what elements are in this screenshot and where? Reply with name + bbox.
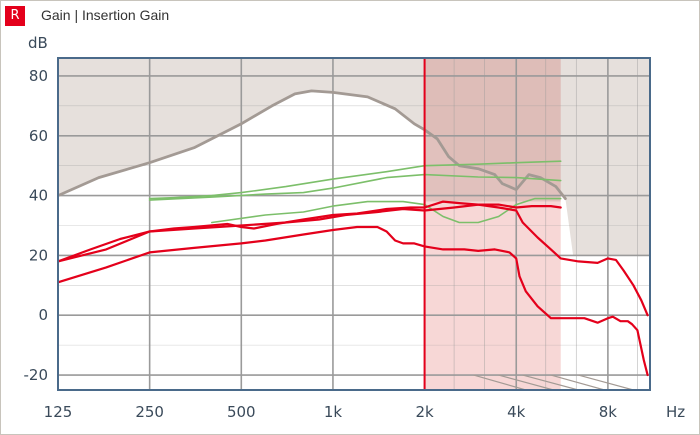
y-tick-label: 0 [38, 306, 48, 324]
x-axis-unit-label: Hz [666, 403, 685, 421]
corner-diagonal-line [498, 374, 554, 390]
side-badge-right[interactable]: R [5, 6, 25, 26]
plot-area[interactable] [58, 58, 650, 390]
plot-frame [57, 57, 651, 391]
target-curve [58, 203, 562, 263]
axes: 125 250 500 1k 2k 4k 8k -20 0 20 40 60 80 [24, 57, 651, 421]
y-axis-unit-label: dB [28, 34, 48, 52]
corner-diagonal-line [578, 374, 634, 390]
x-tick-label: 1k [324, 403, 343, 421]
x-tick-label: 4k [507, 403, 526, 421]
x-tick-label: 250 [135, 403, 164, 421]
panel-header: R Gain | Insertion Gain [1, 1, 699, 29]
y-tick-label: -20 [24, 366, 49, 384]
x-tick-label: 2k [415, 403, 434, 421]
corner-diagonal-line [550, 374, 605, 390]
panel-title: Gain | Insertion Gain [41, 7, 170, 23]
uncomfortable-curve [58, 89, 567, 200]
target-curve [58, 200, 649, 317]
highlight-band-upper [424, 58, 561, 202]
y-tick-label: 40 [29, 187, 48, 205]
y-tick-label: 60 [29, 127, 48, 145]
y-tick-label: 80 [29, 67, 48, 85]
x-tick-label: 8k [599, 403, 618, 421]
x-tick-label: 500 [227, 403, 256, 421]
plot-clip-group [58, 58, 650, 390]
x-tick-label: 125 [44, 403, 73, 421]
highlight-band-lower [424, 201, 561, 390]
target-curve [58, 225, 649, 377]
prescription-curve [148, 173, 562, 201]
corner-diagonal-line [522, 374, 579, 390]
y-tick-label: 20 [29, 246, 48, 264]
corner-diagonal-line [473, 374, 526, 390]
prescription-curve [148, 160, 562, 200]
